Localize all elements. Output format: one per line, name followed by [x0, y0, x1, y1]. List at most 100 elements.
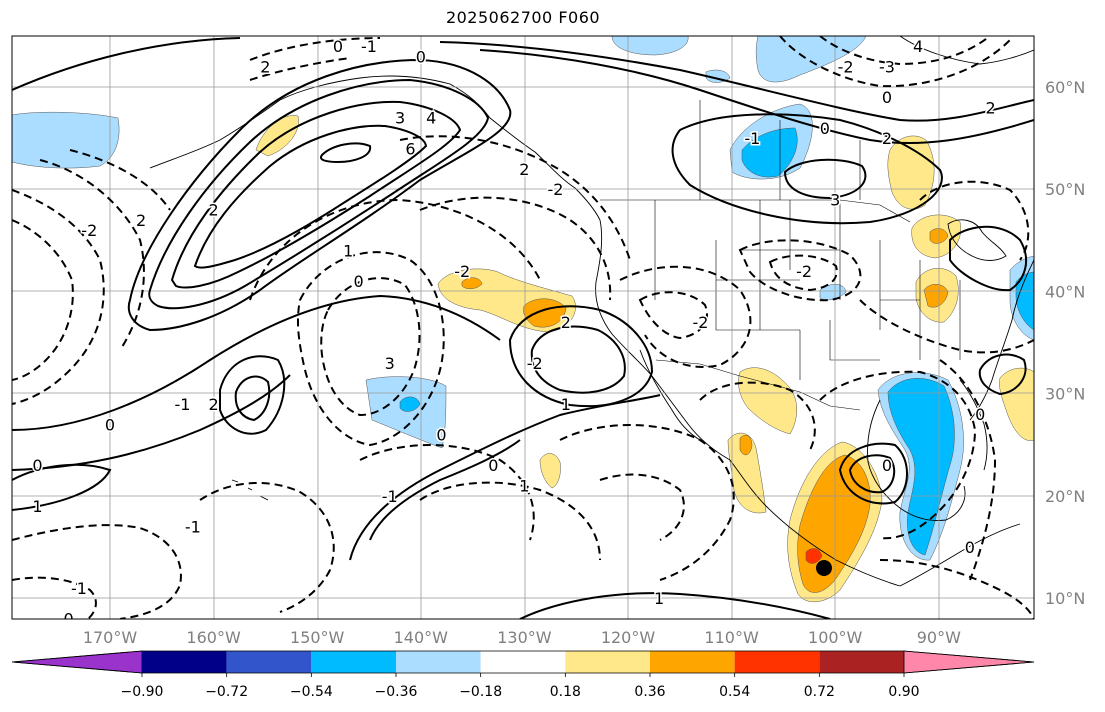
contour-pacific-trough-b: [320, 277, 421, 417]
contour-canada-low: [671, 113, 943, 225]
contour-mexico-low: [838, 442, 908, 505]
coastline-west-us: [595, 219, 731, 461]
shade-positive-strong: [923, 284, 949, 308]
contour-ridge-2: [148, 78, 490, 310]
contour-subtropical-3: [12, 463, 112, 511]
contour-value-label: 1: [343, 242, 353, 261]
colorbar-bin: [311, 651, 396, 673]
contour-value-label: 3: [395, 109, 405, 128]
contour-pacific-trough-a: [296, 251, 445, 447]
coastlines: [149, 36, 1034, 587]
contour-tropical-f: [559, 424, 735, 581]
contour-tropical-g: [599, 473, 685, 541]
contour-hawaii-ridge-inner: [234, 375, 271, 422]
contour-value-label: -2: [838, 58, 854, 77]
lon-tick-label: 140°W: [394, 628, 449, 647]
colorbar-bin: [734, 651, 820, 673]
contour-value-label: 3: [385, 354, 395, 373]
contour-value-label: -2: [527, 354, 543, 373]
shade-positive: [887, 135, 935, 210]
plot-title: 2025062700 F060: [445, 8, 601, 27]
contour-value-label: -2: [81, 221, 97, 240]
colorbar-extend-high: [903, 650, 1035, 674]
contour-value-label: 0: [354, 272, 364, 291]
colorbar-extend-low: [11, 650, 143, 674]
contour-canada-low-inner: [783, 158, 867, 200]
coastline-mexico-west: [729, 459, 901, 587]
contour-trough-w2: [12, 219, 74, 381]
great-lakes: [947, 219, 1007, 261]
lon-tick-label: 130°W: [497, 628, 552, 647]
contour-value-label: -2: [454, 262, 470, 281]
contour-value-label: 4: [426, 109, 436, 128]
contour-value-label: 4: [913, 37, 923, 56]
contour-value-label: 0: [882, 88, 892, 107]
contour-value-label: -1: [185, 517, 201, 536]
hawaii-islands: [231, 479, 269, 501]
shade-positive-max: [805, 548, 823, 564]
contour-mexico-low-2: [848, 454, 896, 494]
colorbar-tick-label: 0.36: [634, 684, 665, 700]
contour-value-label: 0: [333, 37, 343, 56]
shade-positive-strong: [461, 277, 483, 289]
shade-negative: [755, 36, 867, 83]
contour-trough-w4: [69, 149, 171, 211]
contour-pacific-trough-c: [249, 198, 541, 301]
contour-value-label: 2: [260, 58, 270, 77]
contour-jet-north: [12, 37, 1034, 122]
contour-value-label: -2: [548, 180, 564, 199]
contour-labels: 0 -123 4622-212-2-2032-1001-1-10-22100-11-…: [31, 36, 997, 619]
contour-value-label: 3: [830, 190, 840, 209]
contour-trough-w3: [39, 159, 145, 351]
contour-alaska-trough: [249, 37, 381, 81]
colorbar-bin: [142, 651, 227, 673]
solid-contours: [12, 37, 1034, 619]
contour-value-label: 2: [209, 395, 219, 414]
contour-value-label: 0: [32, 456, 42, 475]
shade-negative: [611, 36, 689, 56]
colorbar-tick-label: 0.18: [550, 684, 581, 700]
lat-tick-label: 30°N: [1045, 385, 1085, 404]
contour-value-label: 1: [32, 497, 42, 516]
lon-tick-label: 170°W: [83, 628, 138, 647]
contour-value-label: 1: [519, 477, 529, 496]
contour-value-label: 2: [561, 313, 571, 332]
contour-east-ridge: [949, 225, 1028, 292]
colorbar-bin: [565, 651, 650, 673]
shade-positive: [738, 367, 797, 435]
colorbar-tick-label: −0.72: [205, 684, 248, 700]
contour-value-label: 2: [986, 98, 996, 117]
coastline-baja: [639, 349, 701, 441]
contour-value-label: 0: [882, 456, 892, 475]
shading-layer: [12, 36, 1034, 602]
shade-negative-strong: [399, 396, 421, 412]
lon-tick-label: 90°W: [917, 628, 961, 647]
contour-value-label: -1: [175, 395, 191, 414]
contour-pacific-trough-e: [419, 196, 612, 301]
colorbar-tick-label: 0.90: [888, 684, 919, 700]
contour-value-label: 0: [965, 538, 975, 557]
dashed-contours: [12, 36, 1034, 619]
colorbar-tick-label: −0.36: [375, 684, 418, 700]
contour-plains-trough: [738, 239, 862, 302]
lon-tick-label: 160°W: [186, 628, 241, 647]
contour-value-label: 0: [975, 405, 985, 424]
contour-tropical-a: [12, 524, 182, 619]
map-frame: [11, 35, 1035, 620]
contour-sw-ridge: [508, 305, 654, 408]
contour-gulf-trough-2: [939, 359, 997, 581]
shade-negative: [365, 376, 447, 449]
contour-value-label: 0: [436, 425, 446, 444]
colorbar: [11, 650, 1035, 674]
contour-atlantic-low: [978, 353, 1027, 396]
contour-tropical-e: [419, 481, 601, 561]
lat-tick-label: 10°N: [1045, 589, 1085, 608]
lon-tick-label: 100°W: [808, 628, 863, 647]
state-lines: [654, 200, 961, 380]
province-lines: [699, 100, 861, 200]
colorbar-bin: [226, 651, 312, 673]
contour-value-label: -1: [361, 37, 377, 56]
contour-value-label: -1: [744, 129, 760, 148]
lon-tick-label: 120°W: [601, 628, 656, 647]
